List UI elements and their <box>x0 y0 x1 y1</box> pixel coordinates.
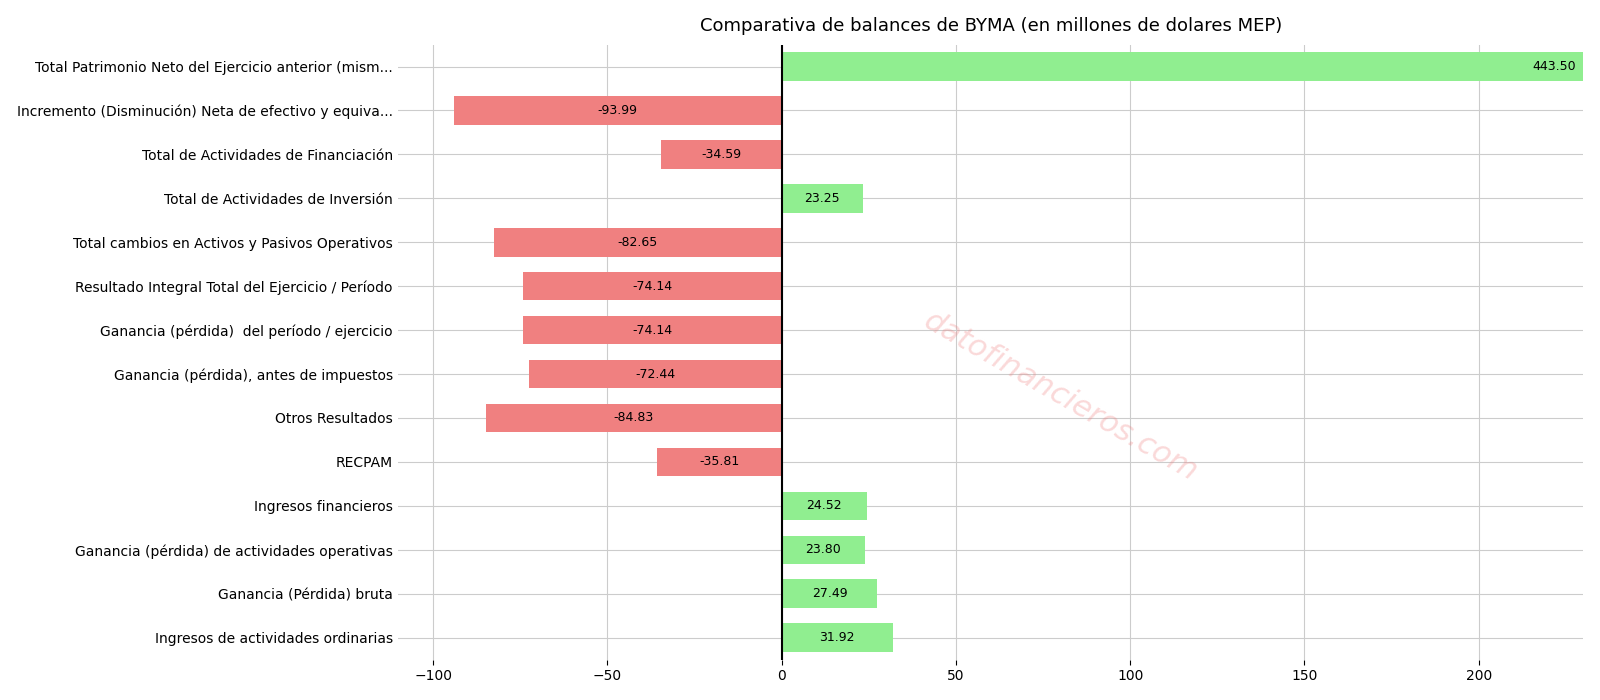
Title: Comparativa de balances de BYMA (en millones de dolares MEP): Comparativa de balances de BYMA (en mill… <box>699 17 1282 35</box>
Bar <box>523 316 782 344</box>
Text: 23.80: 23.80 <box>805 543 842 556</box>
Bar <box>486 404 782 433</box>
Text: 443.50: 443.50 <box>1533 60 1576 73</box>
Bar <box>782 184 862 213</box>
Bar <box>530 360 782 389</box>
Text: 27.49: 27.49 <box>811 587 848 600</box>
Bar <box>454 96 782 125</box>
Bar <box>658 447 782 476</box>
Text: 24.52: 24.52 <box>806 499 842 512</box>
Bar <box>782 624 893 652</box>
Text: -74.14: -74.14 <box>632 280 672 293</box>
Bar <box>782 491 867 520</box>
Bar <box>661 140 782 169</box>
Text: -84.83: -84.83 <box>614 412 654 424</box>
Text: 31.92: 31.92 <box>819 631 854 644</box>
Bar <box>523 272 782 300</box>
Text: 23.25: 23.25 <box>805 192 840 205</box>
Bar <box>782 52 1600 80</box>
Text: -34.59: -34.59 <box>701 148 741 161</box>
Bar <box>493 228 782 256</box>
Text: -74.14: -74.14 <box>632 323 672 337</box>
Bar <box>782 536 864 564</box>
Text: -93.99: -93.99 <box>598 104 638 117</box>
Bar <box>782 580 877 608</box>
Text: -72.44: -72.44 <box>635 368 675 381</box>
Text: -82.65: -82.65 <box>618 236 658 248</box>
Text: datofinancieros.com: datofinancieros.com <box>918 306 1203 486</box>
Text: -35.81: -35.81 <box>699 456 739 468</box>
